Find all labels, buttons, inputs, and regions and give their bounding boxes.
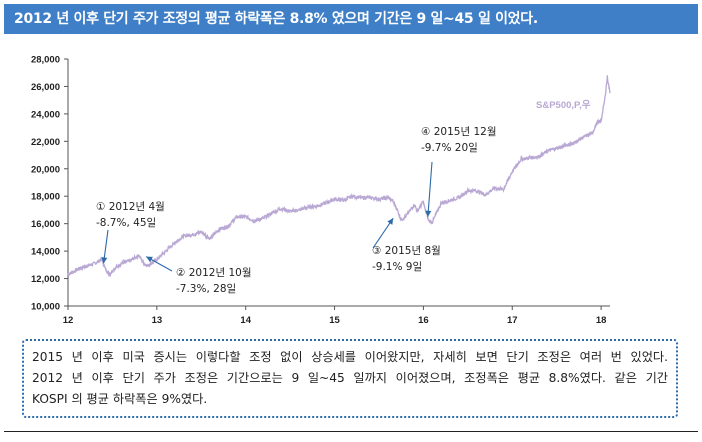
annotation-arrowhead <box>425 210 432 217</box>
series-line-sp500 <box>67 75 611 278</box>
annotation-title: ① 2012년 4월 <box>96 201 165 213</box>
annotation-arrowhead <box>387 218 394 225</box>
x-tick-label: 16 <box>418 315 429 326</box>
annotation-title: ③ 2015년 8월 <box>372 245 441 257</box>
annotation-detail: -7.3%, 28일 <box>176 282 236 295</box>
annotation-title: ② 2012년 10월 <box>176 267 252 279</box>
annotation-arrow <box>427 161 433 217</box>
annotation-arrowhead <box>101 257 108 264</box>
summary-note: 2015 년 이후 미국 증시는 이렇다할 조정 없이 상승세를 이어왔지만, … <box>22 339 678 418</box>
chart-title-banner: 2012 년 이후 단기 주가 조정의 평균 하락폭은 8.8% 였으며 기간은… <box>4 4 698 34</box>
annotation-detail: -9.1% 9일 <box>372 260 422 273</box>
x-tick-label: 12 <box>63 315 74 326</box>
y-tick-label: 10,000 <box>31 302 60 313</box>
annotation-arrow <box>372 217 394 249</box>
note-line-1: 2015 년 이후 미국 증시는 이렇다할 조정 없이 상승세를 이어왔지만, … <box>32 350 668 364</box>
annotations: ① 2012년 4월 -8.7%, 45일 ② 2012년 10월 -7.3%, 28… <box>96 126 497 295</box>
y-tick-label: 24,000 <box>31 109 60 120</box>
annotation-a3: ③ 2015년 8월 -9.1% 9일 <box>372 217 441 273</box>
annotation-a4: ④ 2015년 12월 -9.7% 20일 <box>421 126 497 217</box>
x-tick-label: 18 <box>596 315 607 326</box>
note-line-2: 2012 년 이후 단기 주가 조정은 기간으로는 9 일~45 일까지 이어졌… <box>32 371 668 385</box>
y-tick-label: 16,000 <box>31 219 60 230</box>
series-legend-label: S&P500,P,우 <box>536 100 591 111</box>
series-layer <box>67 75 611 278</box>
y-tick-label: 12,000 <box>31 274 60 285</box>
y-tick-label: 26,000 <box>31 82 60 93</box>
y-tick-label: 14,000 <box>31 247 60 258</box>
annotation-detail: -8.7%, 45일 <box>96 216 156 229</box>
x-tick-label: 14 <box>240 315 251 326</box>
axes: 10,000 12,000 14,000 16,000 18,000 20,000 22,0… <box>31 55 610 326</box>
y-tick-label: 20,000 <box>31 164 60 175</box>
x-tick-label: 15 <box>329 315 340 326</box>
note-line-3: KOSPI 의 평균 하락폭은 9%였다. <box>32 392 208 406</box>
x-tick-label: 17 <box>507 315 518 326</box>
x-tick-label: 13 <box>152 315 163 326</box>
y-tick-label: 28,000 <box>31 55 60 66</box>
bottom-divider <box>4 431 698 432</box>
sp500-line-chart: 10,000 12,000 14,000 16,000 18,000 20,000 22,0… <box>31 55 611 326</box>
y-tick-label: 22,000 <box>31 137 60 148</box>
annotation-detail: -9.7% 20일 <box>421 141 478 154</box>
annotation-title: ④ 2015년 12월 <box>421 126 497 138</box>
annotation-a2: ② 2012년 10월 -7.3%, 28일 <box>145 256 252 295</box>
annotation-arrowhead <box>146 256 153 263</box>
y-tick-label: 18,000 <box>31 192 60 203</box>
annotation-a1: ① 2012년 4월 -8.7%, 45일 <box>96 201 165 264</box>
chart-title: 2012 년 이후 단기 주가 조정의 평균 하락폭은 8.8% 였으며 기간은… <box>14 11 538 27</box>
